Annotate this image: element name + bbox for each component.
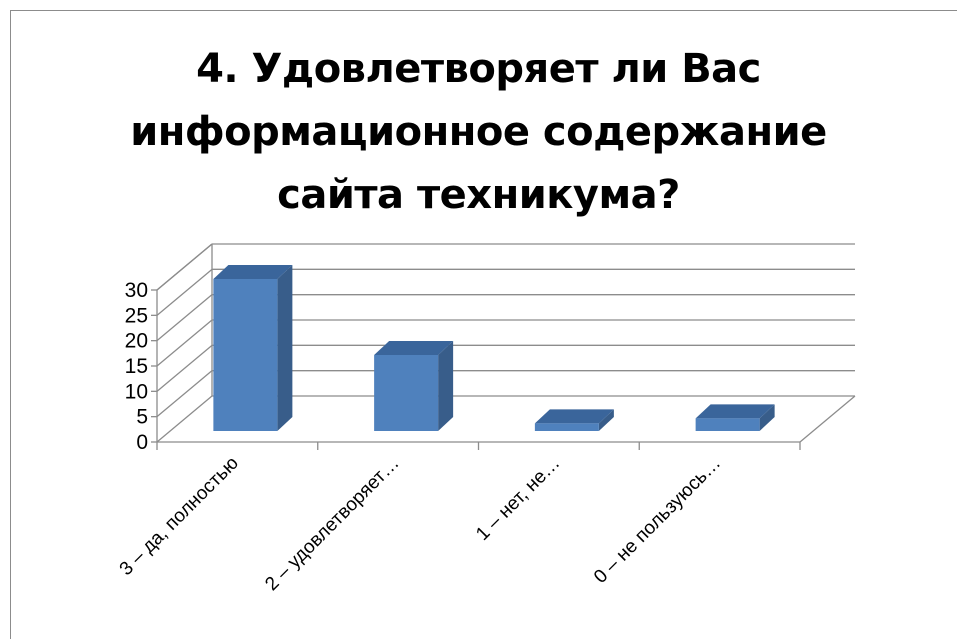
y-tick-label: 20 [125, 330, 148, 353]
bar-side [438, 341, 454, 431]
chart-title: 4. Удовлетворяет ли Вас информационное с… [130, 46, 827, 218]
gridlines [156, 243, 855, 443]
gridline-side [156, 370, 213, 418]
gridline-side [156, 395, 213, 443]
bar [695, 418, 760, 431]
gridline-side [156, 268, 213, 316]
chart-frame [10, 10, 957, 639]
bar-top [374, 341, 454, 355]
bar-top [213, 265, 293, 279]
gridline-side [156, 243, 213, 291]
floor-right-edge [799, 395, 856, 443]
bar [534, 423, 599, 431]
bar [213, 279, 278, 431]
x-category-label: 3 – да, полностью [116, 453, 243, 580]
bar-series [213, 265, 775, 431]
bar-side [598, 409, 614, 431]
x-category-label: 1 – нет, не… [472, 453, 564, 545]
bar-top [534, 409, 614, 424]
gridline-side [156, 319, 213, 367]
y-tick-label: 25 [125, 304, 148, 327]
x-category-label: 0 – не пользуюсь… [590, 453, 725, 588]
bar-side [759, 404, 775, 431]
y-tick-label: 10 [125, 380, 148, 403]
gridline-side [156, 344, 213, 392]
y-tick-label: 30 [125, 279, 148, 302]
y-tick-label: 5 [136, 406, 148, 429]
x-axis-ticks: 3 – да, полностью 2 – удовлетворяет… 1 – н… [116, 442, 801, 595]
x-category-label: 2 – удовлетворяет… [261, 453, 403, 595]
bar-side [277, 265, 293, 431]
y-tick-label: 15 [125, 355, 148, 378]
gridline-side [156, 294, 213, 342]
bar [374, 355, 439, 431]
bar-top [695, 404, 775, 419]
y-tick-label: 0 [136, 431, 148, 454]
